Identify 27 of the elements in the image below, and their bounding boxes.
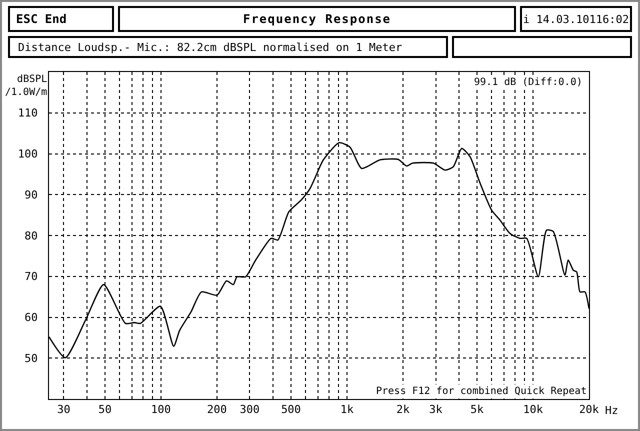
y-tick-label: 60 — [24, 311, 38, 324]
x-tick-label: 20k — [579, 403, 600, 416]
x-tick-label: 300 — [240, 403, 260, 416]
x-tick-label: 3k — [429, 403, 443, 416]
chart-title: Frequency Response — [118, 6, 516, 32]
y-tick-label: 90 — [24, 188, 38, 202]
y-tick-label: 110 — [18, 106, 38, 120]
x-tick-label: 100 — [151, 403, 171, 416]
x-tick-label: 2k — [396, 403, 410, 416]
x-axis-title: Hz — [605, 404, 618, 417]
x-tick-label: 500 — [281, 403, 301, 416]
x-tick-label: 10k — [523, 403, 544, 416]
annotation: 99.1 dB (Diff:0.0) — [474, 77, 582, 88]
text: ESC End — [8, 6, 114, 32]
x-tick-label: 5k — [470, 403, 484, 416]
x-tick-label: 50 — [98, 403, 112, 416]
annotation: Press F12 for combined Quick Repeat — [376, 386, 587, 397]
chart-subtitle: Distance Loudsp.- Mic.: 82.2cm dBSPL normalised on 1 Meter — [8, 36, 448, 58]
y-axis-title: dBSPL /1.0W/m — [5, 74, 48, 98]
x-tick-label: 30 — [57, 403, 70, 416]
y-tick-label: 50 — [24, 352, 38, 365]
text: i 14.03.10116:02 — [520, 6, 632, 32]
x-tick-label: 200 — [207, 403, 227, 416]
x-tick-label: 1k — [340, 403, 354, 416]
y-tick-label: 80 — [24, 229, 38, 242]
y-tick-label: 100 — [18, 148, 38, 161]
y-tick-label: 70 — [24, 270, 38, 284]
